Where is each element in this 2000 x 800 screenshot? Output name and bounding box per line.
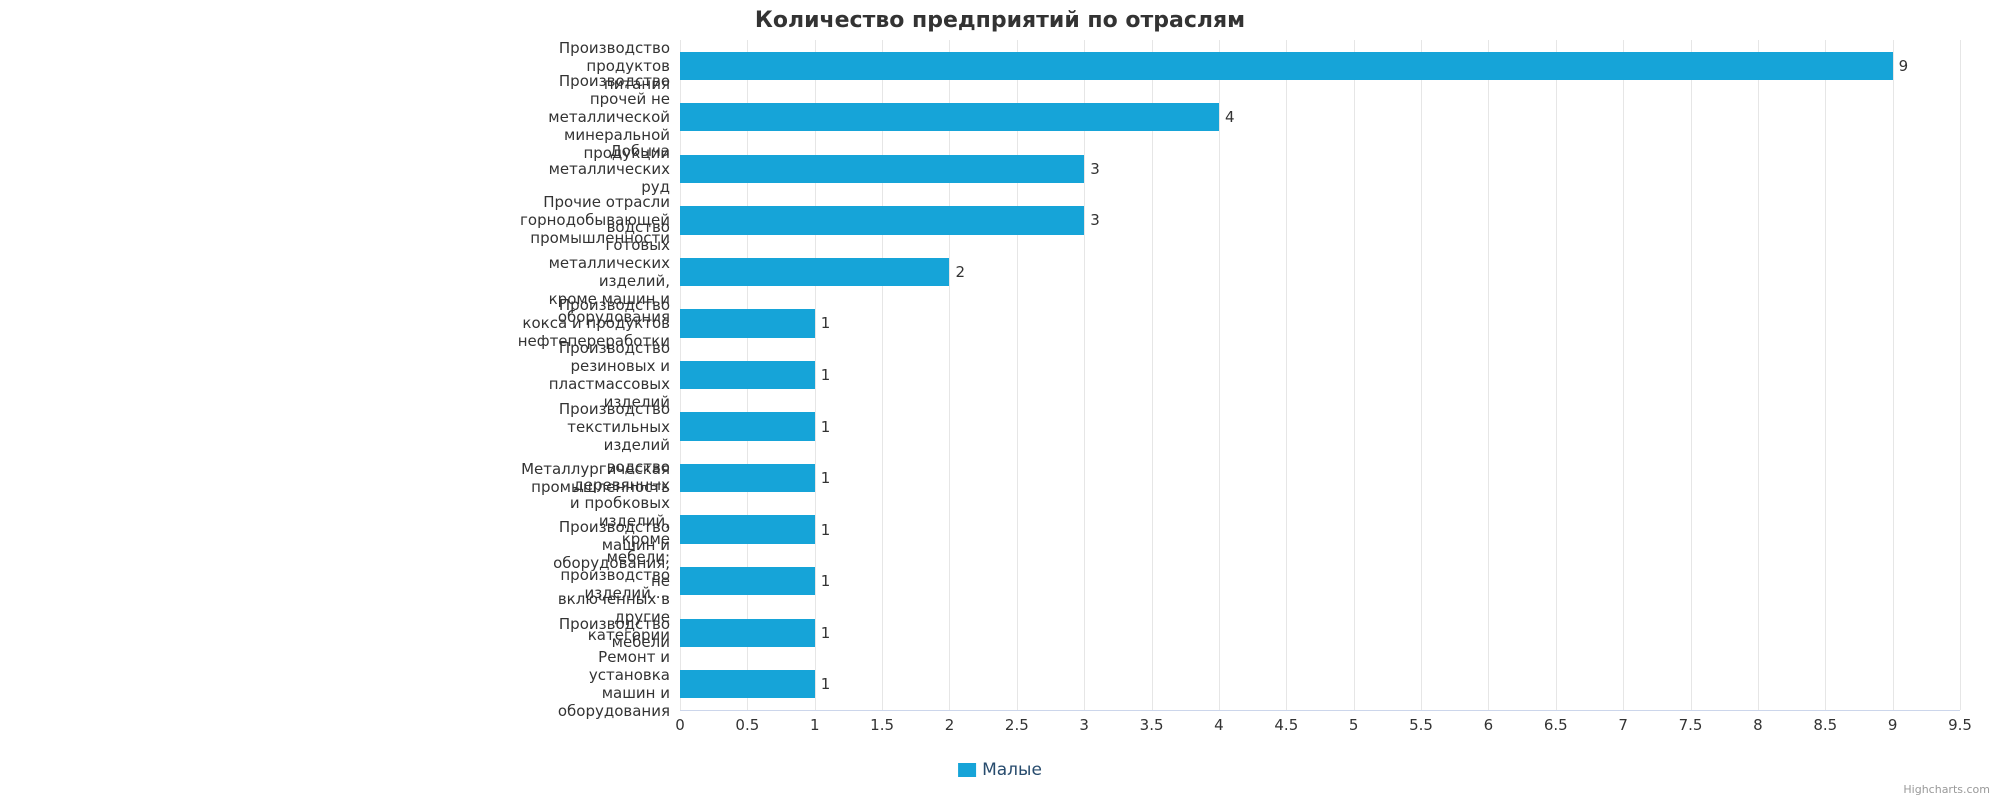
gridline [1556,40,1557,710]
x-tick-label: 6 [1484,710,1494,734]
gridline [949,40,950,710]
plot-area: 00.511.522.533.544.555.566.577.588.599.5… [680,40,1960,710]
bar-value-label: 1 [815,469,831,487]
bar-value-label: 1 [815,675,831,693]
bar[interactable] [680,567,815,595]
x-tick-label: 1.5 [870,710,894,734]
bar[interactable] [680,258,949,286]
gridline [1825,40,1826,710]
legend-swatch [958,763,976,777]
bar-value-label: 9 [1893,57,1909,75]
bar-value-label: 3 [1084,160,1100,178]
bar-value-label: 1 [815,418,831,436]
bar-chart: Количество предприятий по отраслям 00.51… [0,0,2000,800]
x-tick-label: 2 [945,710,955,734]
bar[interactable] [680,309,815,337]
y-tick-label: Производство текстильных изделий [559,400,680,454]
gridline [1286,40,1287,710]
x-tick-label: 7.5 [1679,710,1703,734]
gridline [1758,40,1759,710]
credits-link[interactable]: Highcharts.com [1903,783,1990,796]
gridline [882,40,883,710]
bar[interactable] [680,619,815,647]
x-tick-label: 1 [810,710,820,734]
x-tick-label: 0.5 [735,710,759,734]
gridline [1421,40,1422,710]
x-tick-label: 4.5 [1274,710,1298,734]
bar-value-label: 1 [815,366,831,384]
bar-value-label: 1 [815,314,831,332]
gridline [1017,40,1018,710]
bar[interactable] [680,670,815,698]
x-tick-label: 9 [1888,710,1898,734]
gridline [1960,40,1961,710]
gridline [1623,40,1624,710]
legend[interactable]: Малые [958,760,1042,780]
bar[interactable] [680,206,1084,234]
x-tick-label: 7 [1618,710,1628,734]
x-tick-label: 4 [1214,710,1224,734]
bar-value-label: 1 [815,572,831,590]
bar-value-label: 1 [815,624,831,642]
x-tick-label: 2.5 [1005,710,1029,734]
gridline [1893,40,1894,710]
x-tick-label: 5.5 [1409,710,1433,734]
y-tick-label: Производство мебели [559,615,680,651]
bar[interactable] [680,515,815,543]
bar-value-label: 2 [949,263,965,281]
gridline [1219,40,1220,710]
x-tick-label: 8.5 [1813,710,1837,734]
y-tick-label: Ремонт и установка машин и оборудования [558,648,680,720]
x-tick-label: 9.5 [1948,710,1972,734]
bar[interactable] [680,464,815,492]
bar[interactable] [680,52,1893,80]
chart-title: Количество предприятий по отраслям [0,8,2000,33]
y-tick-label: Добыча металлических руд [549,142,680,196]
bar[interactable] [680,103,1219,131]
x-tick-label: 6.5 [1544,710,1568,734]
gridline [1691,40,1692,710]
bar-value-label: 3 [1084,211,1100,229]
legend-label: Малые [982,760,1042,780]
x-axis-line [680,710,1960,711]
bar[interactable] [680,412,815,440]
x-tick-label: 3.5 [1140,710,1164,734]
gridline [1152,40,1153,710]
x-tick-label: 3 [1079,710,1089,734]
x-tick-label: 5 [1349,710,1359,734]
gridline [1354,40,1355,710]
x-tick-label: 8 [1753,710,1763,734]
gridline [1084,40,1085,710]
bar-value-label: 4 [1219,108,1235,126]
bar[interactable] [680,155,1084,183]
gridline [1488,40,1489,710]
bar-value-label: 1 [815,521,831,539]
bar[interactable] [680,361,815,389]
